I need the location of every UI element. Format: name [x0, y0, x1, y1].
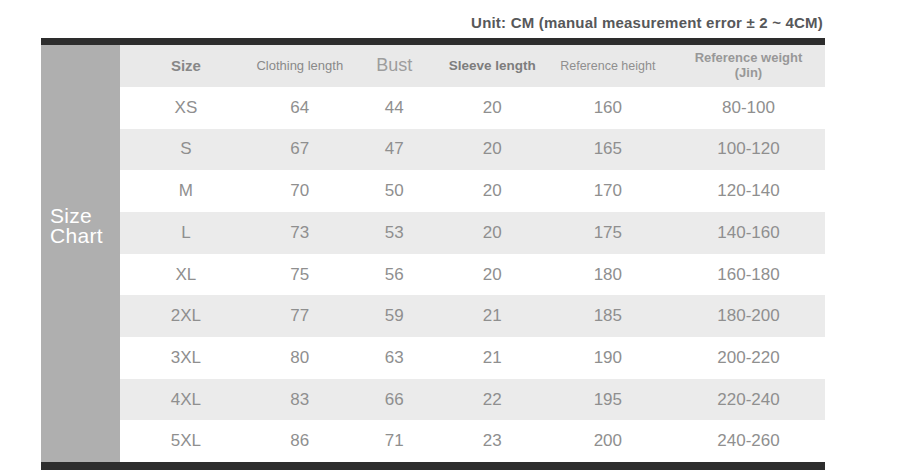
table-row: 4XL 83 66 22 195 220-240	[120, 379, 825, 421]
cell-reference-height: 190	[544, 348, 672, 368]
cell-sleeve-length: 23	[441, 431, 544, 451]
cell-reference-weight: 200-220	[672, 348, 825, 368]
header-cell-size: Size	[120, 57, 252, 74]
side-label-line1: Size	[50, 206, 120, 226]
cell-reference-height: 175	[544, 223, 672, 243]
header-cell-reference-weight: Reference weight (Jin)	[672, 51, 825, 81]
cell-reference-weight: 220-240	[672, 390, 825, 410]
cell-reference-weight: 120-140	[672, 181, 825, 201]
cell-reference-height: 185	[544, 306, 672, 326]
cell-size: 3XL	[120, 348, 252, 368]
table-bottom-border	[41, 462, 825, 470]
cell-sleeve-length: 20	[441, 265, 544, 285]
cell-clothing-length: 70	[252, 181, 348, 201]
cell-sleeve-length: 21	[441, 306, 544, 326]
size-chart-side-label: Size Chart	[41, 45, 120, 462]
cell-bust: 47	[348, 139, 441, 159]
header-cell-clothing-length: Clothing length	[252, 58, 348, 73]
cell-bust: 56	[348, 265, 441, 285]
cell-bust: 63	[348, 348, 441, 368]
cell-size: 2XL	[120, 306, 252, 326]
cell-clothing-length: 86	[252, 431, 348, 451]
cell-reference-weight: 140-160	[672, 223, 825, 243]
table-row: XL 75 56 20 180 160-180	[120, 254, 825, 296]
cell-clothing-length: 77	[252, 306, 348, 326]
cell-size: 5XL	[120, 431, 252, 451]
unit-note: Unit: CM (manual measurement error ± 2 ~…	[471, 14, 823, 31]
cell-sleeve-length: 21	[441, 348, 544, 368]
cell-bust: 59	[348, 306, 441, 326]
cell-clothing-length: 80	[252, 348, 348, 368]
table-grid: Size Clothing length Bust Sleeve length …	[120, 45, 825, 462]
table-top-border	[41, 38, 825, 45]
header-cell-sleeve-length: Sleeve length	[441, 58, 544, 73]
cell-reference-weight: 240-260	[672, 431, 825, 451]
size-chart-table: Size Chart Size Clothing length Bust Sle…	[41, 38, 825, 470]
cell-bust: 50	[348, 181, 441, 201]
cell-bust: 71	[348, 431, 441, 451]
table-row: XS 64 44 20 160 80-100	[120, 87, 825, 129]
cell-reference-height: 195	[544, 390, 672, 410]
size-chart-page: Unit: CM (manual measurement error ± 2 ~…	[0, 0, 903, 471]
table-row: 2XL 77 59 21 185 180-200	[120, 295, 825, 337]
cell-reference-weight: 160-180	[672, 265, 825, 285]
table-row: L 73 53 20 175 140-160	[120, 212, 825, 254]
cell-clothing-length: 64	[252, 98, 348, 118]
cell-sleeve-length: 22	[441, 390, 544, 410]
table-header-row: Size Clothing length Bust Sleeve length …	[120, 45, 825, 87]
cell-sleeve-length: 20	[441, 223, 544, 243]
cell-clothing-length: 75	[252, 265, 348, 285]
cell-size: XL	[120, 265, 252, 285]
side-label-line2: Chart	[50, 226, 120, 246]
table-row: 5XL 86 71 23 200 240-260	[120, 420, 825, 462]
cell-bust: 66	[348, 390, 441, 410]
cell-size: S	[120, 139, 252, 159]
table-row: S 67 47 20 165 100-120	[120, 129, 825, 171]
header-cell-bust: Bust	[348, 55, 441, 76]
cell-reference-weight: 100-120	[672, 139, 825, 159]
cell-reference-weight: 180-200	[672, 306, 825, 326]
table-row: M 70 50 20 170 120-140	[120, 170, 825, 212]
cell-size: XS	[120, 98, 252, 118]
cell-size: 4XL	[120, 390, 252, 410]
cell-size: M	[120, 181, 252, 201]
cell-reference-height: 160	[544, 98, 672, 118]
cell-bust: 44	[348, 98, 441, 118]
cell-reference-height: 180	[544, 265, 672, 285]
cell-sleeve-length: 20	[441, 98, 544, 118]
cell-clothing-length: 83	[252, 390, 348, 410]
table-row: 3XL 80 63 21 190 200-220	[120, 337, 825, 379]
cell-sleeve-length: 20	[441, 181, 544, 201]
cell-reference-height: 170	[544, 181, 672, 201]
cell-clothing-length: 73	[252, 223, 348, 243]
cell-reference-weight: 80-100	[672, 98, 825, 118]
cell-clothing-length: 67	[252, 139, 348, 159]
cell-reference-height: 200	[544, 431, 672, 451]
cell-bust: 53	[348, 223, 441, 243]
cell-size: L	[120, 223, 252, 243]
cell-sleeve-length: 20	[441, 139, 544, 159]
cell-reference-height: 165	[544, 139, 672, 159]
header-cell-reference-height: Reference height	[544, 59, 672, 73]
